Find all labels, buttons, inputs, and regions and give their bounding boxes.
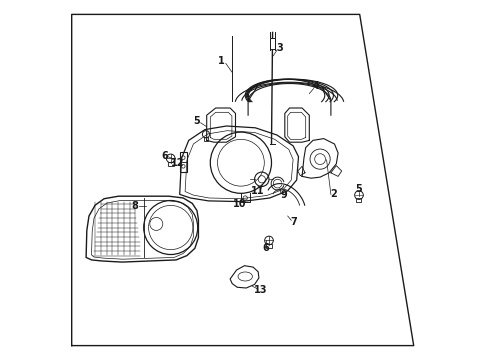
Text: 10: 10	[233, 199, 246, 210]
Text: 12: 12	[171, 158, 184, 168]
Text: 5: 5	[355, 184, 362, 194]
Bar	[203, 137, 208, 141]
Text: 5: 5	[193, 116, 200, 126]
Text: 1: 1	[217, 56, 224, 66]
Text: 2: 2	[330, 189, 336, 199]
Text: 13: 13	[253, 285, 267, 295]
Bar	[179, 152, 186, 172]
Text: 4: 4	[312, 81, 319, 91]
Text: 7: 7	[290, 217, 297, 228]
Text: 3: 3	[276, 42, 283, 53]
Bar	[269, 38, 275, 49]
Bar	[265, 244, 271, 248]
Bar	[167, 162, 173, 166]
Text: 9: 9	[280, 190, 286, 200]
Text: 8: 8	[131, 201, 138, 211]
Text: 11: 11	[251, 186, 264, 196]
Text: 6: 6	[262, 243, 269, 253]
Bar	[356, 198, 361, 202]
Text: 6: 6	[161, 150, 167, 161]
